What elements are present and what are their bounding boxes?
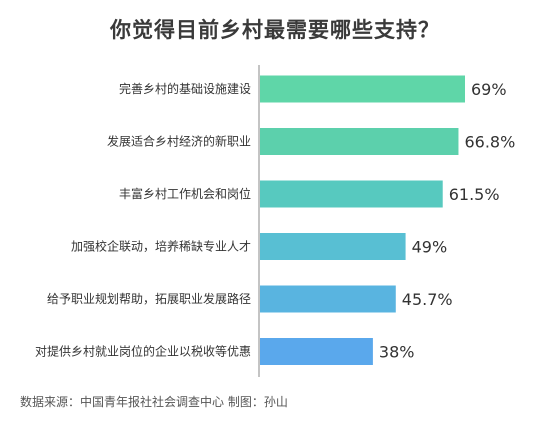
category-label: 对提供乡村就业岗位的企业以税收等优惠	[35, 344, 251, 359]
category-label: 丰富乡村工作机会和岗位	[119, 186, 251, 201]
bar	[260, 75, 465, 103]
category-label: 完善乡村的基础设施建设	[119, 81, 251, 96]
category-label: 给予职业规划帮助，拓展职业发展路径	[47, 291, 251, 306]
chart-title: 你觉得目前乡村最需要哪些支持？	[110, 18, 440, 42]
value-label: 45.7%	[402, 290, 453, 309]
value-label: 61.5%	[449, 185, 500, 204]
category-label: 发展适合乡村经济的新职业	[107, 134, 251, 149]
source-note: 数据来源：中国青年报社社会调查中心 制图：孙山	[20, 395, 288, 409]
bar	[260, 285, 396, 313]
value-label: 38%	[379, 343, 415, 362]
value-label: 66.8%	[464, 133, 515, 152]
category-label: 加强校企联动，培养稀缺专业人才	[71, 239, 251, 254]
bar	[260, 233, 406, 260]
bar	[260, 180, 443, 208]
value-label: 69%	[471, 80, 507, 99]
bar	[260, 128, 459, 155]
value-label: 49%	[412, 238, 448, 257]
bar	[260, 338, 373, 365]
